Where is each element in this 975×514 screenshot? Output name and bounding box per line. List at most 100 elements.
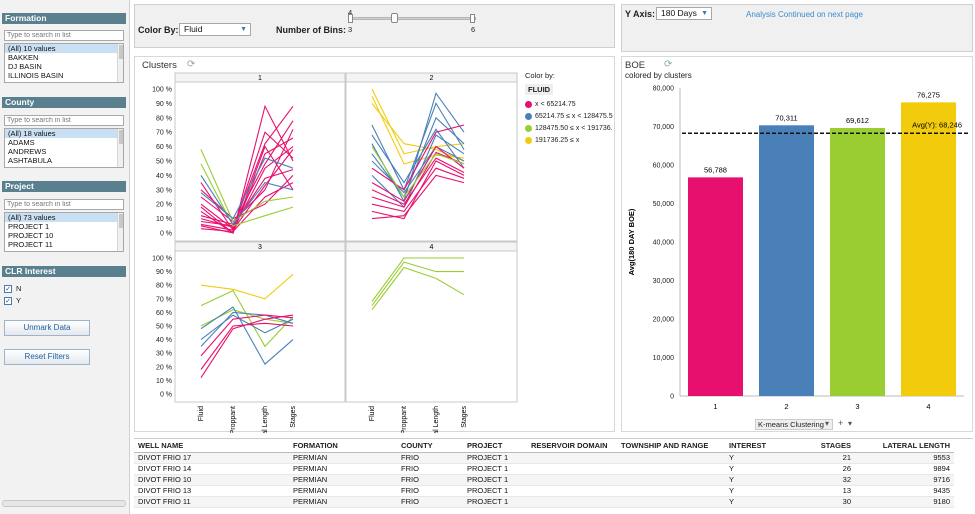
series-line[interactable] (371, 145, 465, 203)
county-list[interactable]: (All) 18 values ADAMS ANDREWS ASHTABULA (4, 128, 124, 168)
x-axis-selector[interactable]: K-means Clustering (755, 419, 833, 430)
series-line[interactable] (371, 88, 465, 155)
x-tick-label: Lateral Length (262, 406, 269, 433)
column-header[interactable]: RESERVOIR DOMAIN (527, 439, 617, 453)
list-item[interactable]: PROJECT 1 (8, 222, 50, 231)
series-line[interactable] (200, 149, 294, 223)
series-line[interactable] (371, 128, 465, 184)
column-header[interactable]: STAGES (805, 439, 855, 453)
check-icon[interactable]: ✓ (4, 297, 12, 306)
legend-item[interactable]: x < 65214.75 (525, 99, 613, 111)
list-item[interactable]: ADAMS (8, 138, 35, 147)
bar[interactable] (901, 102, 956, 396)
column-header[interactable]: TOWNSHIP AND RANGE (617, 439, 725, 453)
series-line[interactable] (371, 160, 465, 220)
clr-interest-option-y[interactable]: ✓ Y (4, 296, 21, 306)
formation-search-input[interactable] (4, 30, 124, 41)
series-line[interactable] (371, 134, 465, 209)
series-line[interactable] (371, 146, 465, 198)
list-item[interactable]: PROJECT 11 (8, 240, 53, 249)
series-line[interactable] (371, 257, 464, 302)
bar[interactable] (688, 177, 743, 396)
series-line[interactable] (200, 157, 294, 220)
series-line[interactable] (371, 157, 465, 205)
series-line[interactable] (371, 102, 465, 192)
check-icon[interactable]: ✓ (4, 285, 12, 294)
series-line[interactable] (200, 105, 294, 228)
reset-filters-button[interactable]: Reset Filters (4, 349, 90, 365)
column-header[interactable]: COUNTY (397, 439, 463, 453)
legend-item[interactable]: 65214.75 ≤ x < 128475.50 (525, 111, 613, 123)
series-line[interactable] (200, 322, 294, 370)
x-tick-label: Stages (290, 406, 297, 428)
list-item[interactable]: (All) 18 values (5, 129, 123, 138)
series-line[interactable] (200, 289, 294, 348)
list-item[interactable]: DJ BASIN (8, 62, 42, 71)
series-line[interactable] (200, 306, 294, 365)
series-line[interactable] (200, 311, 294, 347)
series-line[interactable] (371, 261, 464, 306)
color-by-dropdown[interactable]: Fluid ▼ (179, 23, 251, 36)
series-line[interactable] (371, 151, 465, 208)
series-line[interactable] (200, 169, 294, 227)
county-list-scrollbar[interactable] (117, 129, 123, 167)
table-row[interactable]: DIVOT FRIO 10 PERMIAN FRIO PROJECT 1 Y 32 9716 (134, 474, 954, 486)
chevron-down-icon[interactable]: ▾ (825, 419, 830, 428)
bins-slider-track[interactable] (352, 17, 476, 20)
bar[interactable] (759, 125, 814, 397)
add-icon[interactable]: + (838, 418, 844, 428)
column-header[interactable]: FORMATION (289, 439, 397, 453)
series-line[interactable] (371, 145, 465, 194)
chevron-down-icon[interactable]: ▾ (848, 419, 853, 428)
project-list[interactable]: (All) 73 values PROJECT 1 PROJECT 10 PRO… (4, 212, 124, 252)
list-item[interactable]: PROJECT 10 (8, 231, 54, 240)
horizontal-scrollbar[interactable] (2, 500, 126, 507)
series-line[interactable] (200, 131, 294, 230)
bar[interactable] (830, 127, 885, 396)
list-item[interactable]: ASHTABULA (8, 156, 53, 165)
series-line[interactable] (200, 163, 294, 227)
series-line[interactable] (371, 116, 465, 199)
refresh-icon[interactable]: ⟳ (664, 59, 673, 70)
project-search-input[interactable] (4, 199, 124, 210)
county-search-input[interactable] (4, 115, 124, 126)
table-row[interactable]: DIVOT FRIO 11 PERMIAN FRIO PROJECT 1 Y 30 9180 (134, 496, 954, 508)
refresh-icon[interactable]: ⟳ (187, 59, 196, 70)
table-row[interactable]: DIVOT FRIO 14 PERMIAN FRIO PROJECT 1 Y 26 9894 (134, 463, 954, 475)
analysis-continued-link[interactable]: Analysis Continued on next page (746, 10, 863, 19)
series-line[interactable] (200, 129, 294, 223)
series-line[interactable] (200, 314, 294, 379)
series-line[interactable] (371, 266, 465, 311)
list-item[interactable]: (All) 73 values (5, 213, 123, 222)
column-header[interactable]: PROJECT (463, 439, 527, 453)
series-line[interactable] (371, 174, 465, 220)
column-header[interactable]: INTEREST (725, 439, 805, 453)
formation-list-scrollbar[interactable] (117, 44, 123, 82)
series-line[interactable] (200, 175, 294, 226)
list-item[interactable]: ANDREWS (8, 147, 47, 156)
column-header[interactable]: WELL NAME (134, 439, 289, 453)
table-row[interactable]: DIVOT FRIO 13 PERMIAN FRIO PROJECT 1 Y 13 9435 (134, 485, 954, 497)
project-list-scrollbar[interactable] (117, 213, 123, 251)
list-item[interactable]: ILLINOIS BASIN (8, 71, 64, 80)
series-line[interactable] (200, 314, 294, 357)
series-line[interactable] (200, 273, 294, 300)
legend-field: FLUID (525, 84, 554, 95)
bins-slider-min-handle[interactable] (348, 14, 353, 23)
bins-slider-handle[interactable] (391, 13, 398, 23)
clr-interest-option-n[interactable]: ✓ N (4, 284, 21, 294)
list-item[interactable]: (All) 10 values (5, 44, 123, 53)
column-header[interactable]: LATERAL LENGTH (855, 439, 954, 453)
series-line[interactable] (371, 124, 465, 191)
bins-slider-max-handle[interactable] (470, 14, 475, 23)
series-line[interactable] (371, 95, 465, 165)
y-axis-dropdown[interactable]: 180 Days ▼ (656, 7, 712, 20)
formation-list[interactable]: (All) 10 values BAKKEN DJ BASIN ILLINOIS… (4, 43, 124, 83)
legend-item[interactable]: 191736.25 ≤ x (525, 135, 613, 147)
series-line[interactable] (200, 104, 294, 234)
unmark-data-button[interactable]: Unmark Data (4, 320, 90, 336)
list-item[interactable]: BAKKEN (8, 53, 39, 62)
series-line[interactable] (200, 145, 294, 234)
table-row[interactable]: DIVOT FRIO 17 PERMIAN FRIO PROJECT 1 Y 21 9553 (134, 452, 954, 464)
legend-item[interactable]: 128475.50 ≤ x < 191736.00 (525, 123, 613, 135)
